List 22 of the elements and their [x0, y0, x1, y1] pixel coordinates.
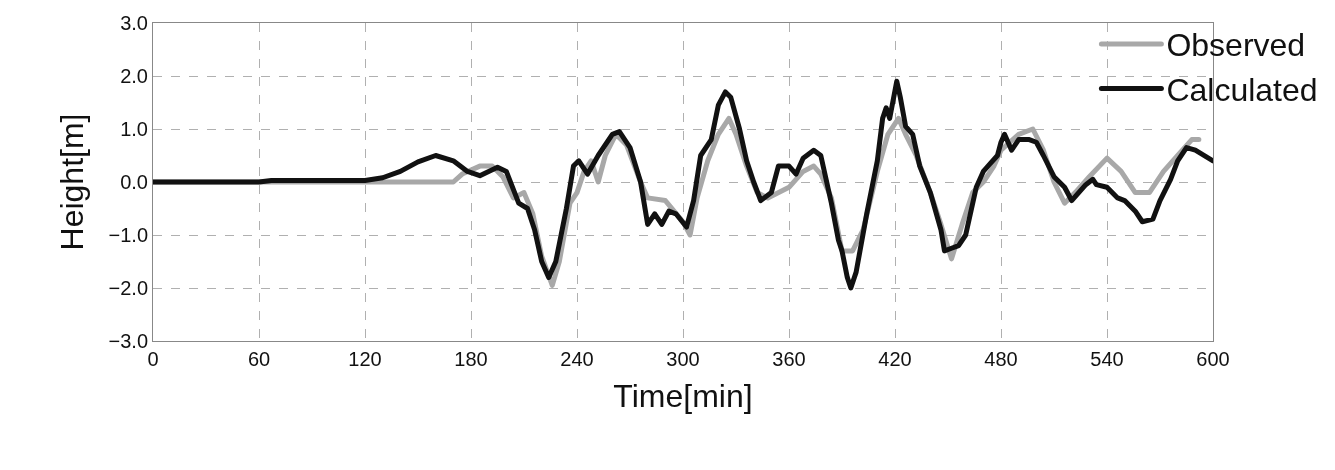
y-tick-label: 0.0: [120, 171, 148, 193]
y-tick-label: −2.0: [108, 277, 148, 299]
y-tick-label: −1.0: [108, 224, 148, 246]
x-tick-label: 0: [147, 348, 159, 370]
x-tick-label: 360: [772, 348, 806, 370]
y-tick-label: −3.0: [108, 330, 148, 352]
x-tick-label: 480: [984, 348, 1018, 370]
y-tick-label: 1.0: [120, 118, 148, 140]
x-tick-label: 240: [560, 348, 594, 370]
x-tick-label: 180: [454, 348, 488, 370]
x-tick-label: 540: [1090, 348, 1124, 370]
y-axis-title: Height[m]: [53, 113, 90, 251]
y-tick-label: 3.0: [120, 12, 148, 34]
x-axis-title: Time[min]: [613, 377, 753, 414]
legend-label: Observed: [1166, 27, 1306, 64]
y-tick-label: 2.0: [120, 65, 148, 87]
x-tick-label: 300: [666, 348, 700, 370]
x-tick-label: 420: [878, 348, 912, 370]
legend-label: Calculated: [1166, 72, 1318, 109]
x-tick-label: 600: [1196, 348, 1230, 370]
x-tick-label: 120: [348, 348, 382, 370]
x-tick-label: 60: [247, 348, 271, 370]
